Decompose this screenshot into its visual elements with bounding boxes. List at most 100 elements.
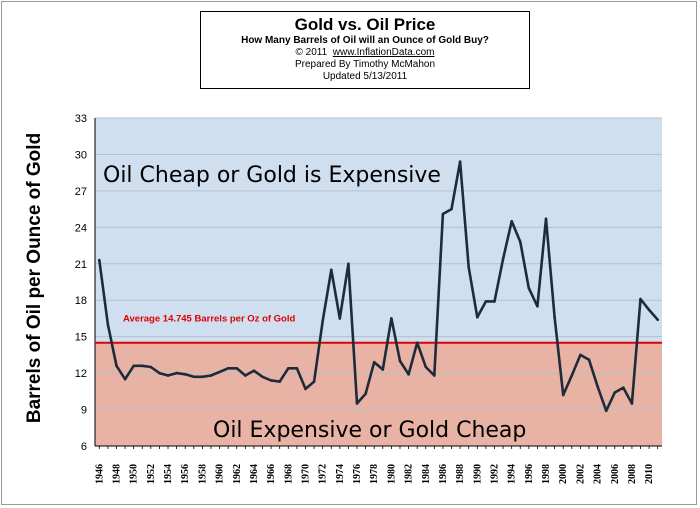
x-tick-label: 1972 [318,464,329,484]
x-tick-label: 1998 [541,464,552,484]
y-tick-label: 27 [75,186,87,198]
data-point [407,373,410,376]
data-point [106,323,110,326]
data-point [579,353,582,357]
data-point [338,317,342,320]
data-point [527,286,531,290]
prepared-by: Prepared By Timothy McMahon [294,59,436,70]
data-point [201,375,204,379]
x-tick-label: 1984 [421,464,432,484]
data-point [561,393,565,397]
data-point [312,380,316,383]
annotation-lower: Oil Expensive or Gold Cheap [213,418,526,443]
data-point [140,364,144,368]
x-tick-label: 1980 [386,464,397,484]
data-point [501,257,505,261]
data-point [467,266,471,269]
data-point [123,377,127,381]
data-point [381,368,385,371]
data-point [97,258,101,262]
data-point [570,374,574,377]
x-tick-label: 1960 [215,464,226,484]
y-tick-label: 6 [81,441,87,453]
y-tick-label: 24 [75,222,87,234]
x-tick-label: 1990 [472,464,483,484]
x-tick-label: 2008 [627,464,638,484]
data-point [244,374,247,377]
data-point [415,341,419,345]
data-point [484,300,488,303]
data-point [158,371,161,375]
x-tick-label: 1952 [146,464,157,484]
data-point [269,379,273,382]
data-point [433,374,436,377]
data-point [475,315,479,319]
data-point [536,304,539,308]
x-tick-label: 1950 [129,464,140,484]
data-point [304,387,307,391]
y-tick-label: 12 [75,368,87,380]
x-tick-label: 1974 [335,464,346,484]
data-point [347,262,350,266]
data-point [321,319,324,323]
data-point [175,371,178,375]
x-tick-label: 2004 [593,464,604,484]
data-point [596,385,599,388]
y-tick-label: 9 [81,405,87,417]
data-point [329,268,333,272]
data-point [364,392,367,396]
data-point [613,391,617,394]
copyright-text: © 2011 [295,47,328,58]
chart-title: Gold vs. Oil Price [294,15,436,34]
x-tick-label: 1976 [352,464,363,484]
x-tick-label: 1996 [524,464,535,484]
data-point [218,370,221,374]
copyright-link[interactable]: www.InflationData.com [332,47,435,58]
data-point [553,315,556,319]
data-point [132,364,135,368]
x-tick-label: 1962 [232,464,243,484]
data-point [458,160,462,164]
data-point [192,375,196,379]
x-tick-label: 1958 [197,464,208,484]
x-tick-label: 1988 [455,464,466,484]
data-point [235,366,239,370]
data-point [355,402,359,405]
data-point [295,366,299,370]
data-point [518,240,522,244]
data-point [115,364,118,368]
data-point [424,365,428,369]
x-tick-label: 2010 [644,464,655,484]
x-tick-label: 2006 [610,464,621,484]
title-box: Gold vs. Oil Price How Many Barrels of O… [200,11,530,89]
data-point [647,308,651,312]
y-tick-label: 30 [75,149,87,161]
series-line [98,160,660,413]
x-tick-label: 1946 [94,464,105,484]
y-tick-label: 21 [75,259,87,271]
chart-subtitle: How Many Barrels of Oil will an Ounce of… [241,35,489,46]
data-point [390,317,393,320]
data-point [166,374,170,377]
data-point [656,318,660,321]
x-tick-label: 1964 [249,464,260,484]
x-tick-label: 1954 [163,464,174,484]
data-point [450,207,453,211]
upper-region [95,118,662,343]
data-point [209,374,213,377]
x-tick-label: 1970 [300,464,311,484]
data-point [252,369,256,372]
data-point [261,375,264,379]
data-point [398,359,402,363]
x-tick-label: 1978 [369,464,380,484]
x-tick-label: 1986 [438,464,449,484]
x-tick-label: 1956 [180,464,191,484]
x-tick-label: 1982 [404,464,415,484]
annotation-upper: Oil Cheap or Gold is Expensive [103,163,441,188]
data-point [149,365,153,369]
data-point [493,300,496,303]
data-point [630,402,634,405]
x-tick-label: 2000 [558,464,569,484]
data-point [544,217,548,221]
